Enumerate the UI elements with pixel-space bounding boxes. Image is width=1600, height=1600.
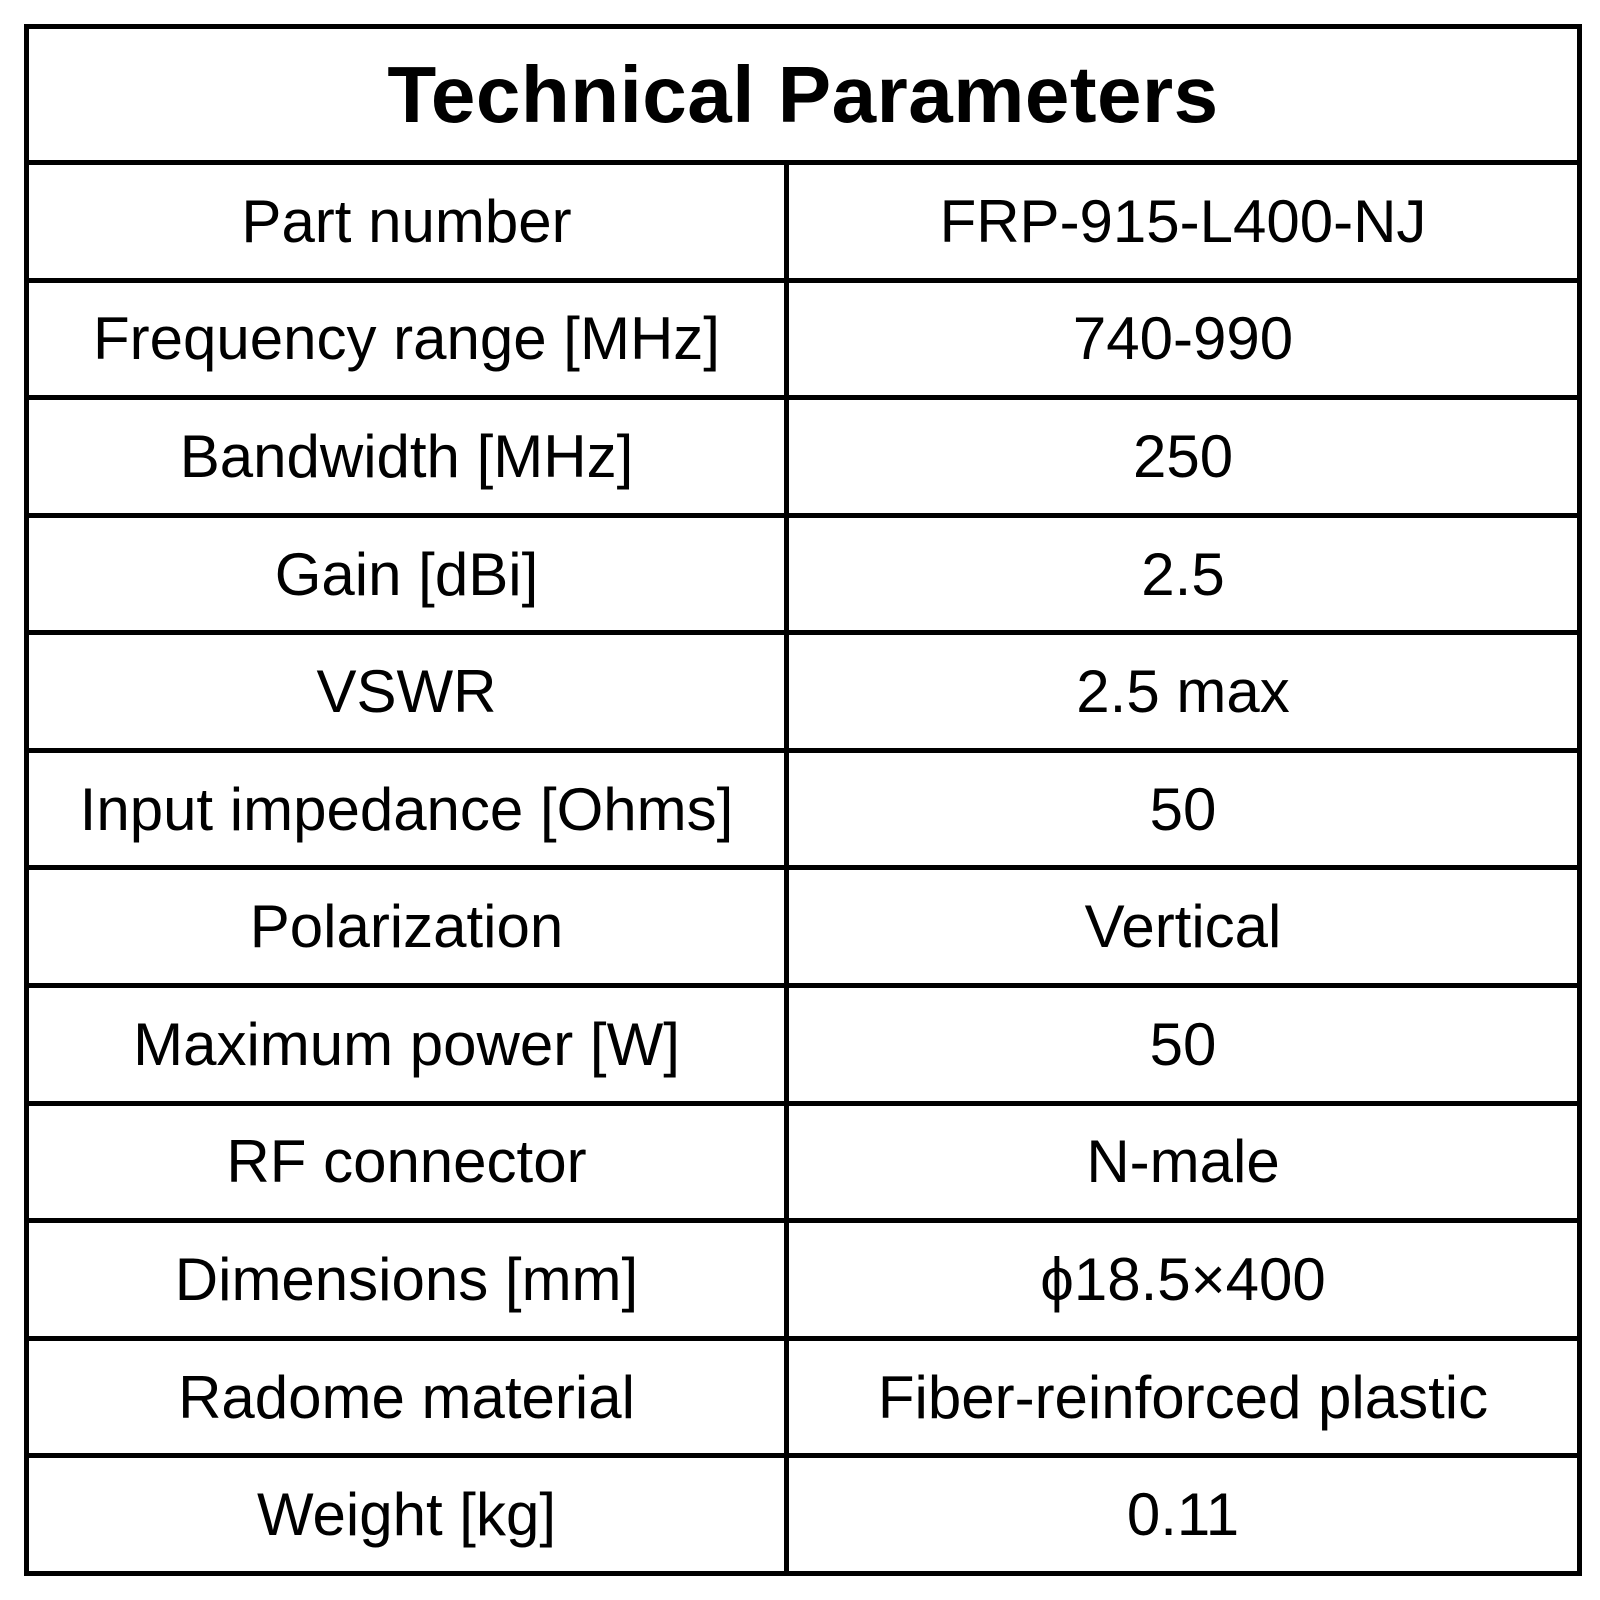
table-row: VSWR 2.5 max xyxy=(24,630,1583,753)
parameter-label: Frequency range [MHz] xyxy=(24,277,789,401)
parameter-value: FRP-915-L400-NJ xyxy=(783,160,1583,283)
parameter-label: Weight [kg] xyxy=(24,1453,789,1576)
parameter-label: Dimensions [mm] xyxy=(24,1218,789,1341)
table-row: Input impedance [Ohms] 50 xyxy=(24,747,1583,871)
table-row: Maximum power [W] 50 xyxy=(24,983,1583,1106)
table-row: RF connector N-male xyxy=(24,1100,1583,1224)
parameter-label: Radome material xyxy=(24,1335,789,1459)
parameter-label: VSWR xyxy=(24,630,789,753)
parameter-label: Gain [dBi] xyxy=(24,512,789,636)
table-row: Polarization Vertical xyxy=(24,865,1583,989)
parameter-label: Bandwidth [MHz] xyxy=(24,395,789,518)
parameter-value: 740-990 xyxy=(783,277,1583,401)
parameter-label: Polarization xyxy=(24,865,789,989)
table-row: Weight [kg] 0.11 xyxy=(24,1453,1583,1576)
table-row: Gain [dBi] 2.5 xyxy=(24,512,1583,636)
parameter-label: Input impedance [Ohms] xyxy=(24,747,789,871)
table-title: Technical Parameters xyxy=(23,24,1583,165)
table-row: Dimensions [mm] ϕ18.5×400 xyxy=(24,1218,1583,1341)
parameter-label: Part number xyxy=(24,160,789,283)
parameter-label: Maximum power [W] xyxy=(24,983,789,1106)
parameter-value: 2.5 xyxy=(783,512,1583,636)
technical-parameters-table: Technical Parameters Part number FRP-915… xyxy=(23,24,1583,1576)
title-row: Technical Parameters xyxy=(23,24,1583,165)
table-row: Frequency range [MHz] 740-990 xyxy=(24,277,1583,401)
parameter-value: 250 xyxy=(783,395,1583,518)
parameter-value: Fiber-reinforced plastic xyxy=(783,1335,1583,1459)
table-row: Bandwidth [MHz] 250 xyxy=(24,395,1583,518)
parameter-value: 0.11 xyxy=(783,1453,1583,1576)
parameter-label: RF connector xyxy=(24,1100,789,1224)
parameter-value: 50 xyxy=(783,983,1583,1106)
table-row: Radome material Fiber-reinforced plastic xyxy=(24,1335,1583,1459)
parameter-value: N-male xyxy=(783,1100,1583,1224)
table-row: Part number FRP-915-L400-NJ xyxy=(24,160,1583,283)
parameter-value: Vertical xyxy=(783,865,1583,989)
parameter-value: 2.5 max xyxy=(783,630,1583,753)
parameter-value: ϕ18.5×400 xyxy=(783,1218,1583,1341)
parameter-value: 50 xyxy=(783,747,1583,871)
